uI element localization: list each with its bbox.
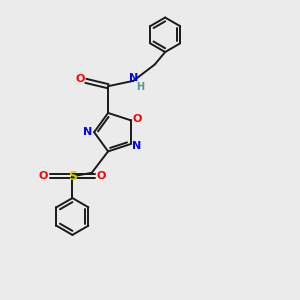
Text: O: O (133, 114, 142, 124)
Text: S: S (68, 170, 77, 183)
Text: O: O (97, 171, 106, 182)
Text: O: O (75, 74, 85, 84)
Text: N: N (132, 140, 141, 151)
Text: O: O (39, 171, 48, 182)
Text: N: N (129, 74, 138, 83)
Text: N: N (83, 127, 92, 137)
Text: H: H (136, 82, 144, 92)
